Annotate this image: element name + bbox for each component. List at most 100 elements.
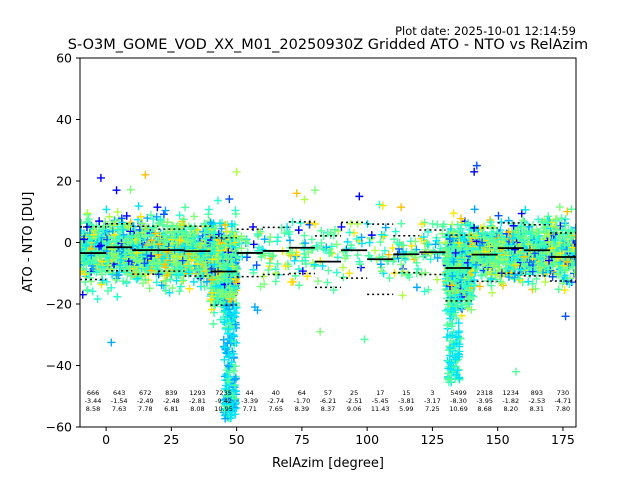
x-tick-label: 100 (355, 432, 379, 447)
bin-annotation-text: 7.65 (269, 405, 283, 413)
scatter-point (353, 219, 362, 228)
scatter-point (284, 230, 293, 239)
scatter-point (398, 291, 407, 300)
scatter-point (149, 224, 158, 233)
scatter-point (176, 282, 185, 291)
scatter-point (377, 230, 386, 239)
scatter-point (88, 287, 97, 296)
bin-annotation-text: 7.63 (112, 405, 126, 413)
bin-annotation-text: -3.44 (85, 397, 102, 405)
scatter-point (227, 228, 236, 237)
scatter-point (161, 263, 170, 272)
scatter-point (316, 327, 325, 336)
scatter-point (162, 247, 171, 256)
scatter-point (195, 241, 204, 250)
scatter-point (220, 260, 229, 269)
scatter-point (198, 245, 207, 254)
scatter-point (80, 218, 86, 227)
scatter-point (140, 259, 149, 268)
scatter-point (84, 232, 93, 241)
scatter-point (403, 271, 412, 280)
scatter-point (122, 253, 131, 262)
scatter-point (113, 226, 122, 235)
scatter-point (160, 234, 169, 243)
scatter-point (221, 221, 230, 230)
bin-annotation-text: 8.08 (190, 405, 204, 413)
scatter-point (177, 253, 186, 262)
scatter-point (139, 279, 148, 288)
scatter-point (307, 235, 316, 244)
scatter-point (125, 222, 134, 231)
scatter-point (159, 210, 168, 219)
scatter-point (110, 254, 119, 263)
scatter-point (173, 254, 182, 263)
scatter-point (232, 167, 241, 176)
scatter-point (405, 273, 414, 282)
scatter-point (113, 292, 122, 301)
bin-annotation-text: 7.71 (242, 405, 256, 413)
bin-annotation-text: -4.71 (555, 397, 572, 405)
scatter-point (242, 253, 251, 262)
scatter-point (352, 234, 361, 243)
scatter-point (310, 186, 319, 195)
scatter-point (172, 276, 181, 285)
scatter-point (110, 230, 119, 239)
chart-title: S-O3M_GOME_VOD_XX_M01_20250930Z Gridded … (68, 37, 588, 53)
scatter-point (432, 236, 441, 245)
scatter-point (303, 272, 312, 281)
scatter-point (161, 206, 170, 215)
bin-annotation-text: 7235 (215, 389, 232, 397)
bin-annotation-text: -3.17 (424, 397, 441, 405)
bin-annotation-text: 25 (350, 389, 358, 397)
bin-annotation-text: 5.99 (399, 405, 413, 413)
scatter-point (105, 212, 114, 221)
scatter-point (126, 185, 135, 194)
x-tick-label: 0 (102, 432, 110, 447)
bin-annotation-text: 44 (246, 389, 254, 397)
bin-annotation-text: 8.58 (86, 405, 100, 413)
bin-annotation-text: 8.20 (503, 405, 517, 413)
scatter-point (269, 251, 278, 260)
scatter-point (228, 262, 237, 271)
bin-annotation-text: -2.53 (528, 397, 545, 405)
scatter-point (184, 268, 193, 277)
scatter-point (175, 211, 184, 220)
scatter-point (175, 236, 184, 245)
scatter-point (183, 236, 192, 245)
scatter-point (449, 209, 458, 218)
scatter-point (134, 230, 143, 239)
scatter-point (108, 227, 117, 236)
scatter-point (225, 195, 234, 204)
y-tick-label: −20 (46, 297, 72, 312)
scatter-point (280, 229, 289, 238)
scatter-point (397, 260, 406, 269)
scatter-point (411, 237, 420, 246)
scatter-point (360, 335, 369, 344)
bin-annotation-text: 8.37 (321, 405, 335, 413)
scatter-point (294, 226, 303, 235)
scatter-point (161, 286, 170, 295)
x-tick-label: 25 (163, 432, 179, 447)
scatter-point (457, 311, 466, 320)
scatter-point (224, 254, 233, 263)
scatter-point (345, 228, 354, 237)
scatter-point (146, 211, 155, 220)
scatter-point (152, 278, 161, 287)
plot-date-label: Plot date: 2025-10-01 12:14:59 (395, 24, 576, 38)
scatter-point (182, 238, 191, 247)
scatter-point (137, 271, 146, 280)
y-tick-label: −40 (46, 358, 72, 373)
scatter-point (218, 290, 227, 299)
bin-annotation-text: 7.25 (425, 405, 439, 413)
bin-annotation-text: 1293 (189, 389, 206, 397)
scatter-point (166, 275, 175, 284)
bin-annotation-text: 893 (531, 389, 543, 397)
scatter-point (181, 229, 190, 238)
scatter-point (101, 267, 110, 276)
y-tick-label: 40 (56, 112, 72, 127)
scatter-point (80, 270, 89, 279)
scatter-point (121, 267, 130, 276)
scatter-point (107, 220, 116, 229)
scatter-point (111, 275, 120, 284)
